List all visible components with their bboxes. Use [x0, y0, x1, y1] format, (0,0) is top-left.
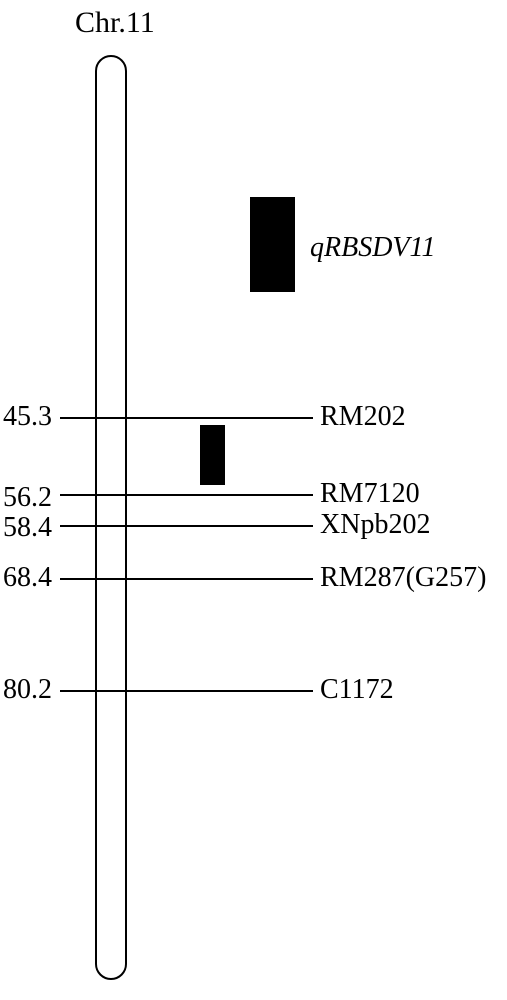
marker-label: RM7120	[320, 478, 420, 510]
position-label: 45.3	[3, 401, 52, 433]
tick-line	[60, 525, 313, 527]
marker-label: XNpb202	[320, 509, 430, 541]
position-label: 80.2	[3, 674, 52, 706]
position-label: 68.4	[3, 562, 52, 594]
position-label: 56.2	[3, 482, 52, 514]
qtl-legend-block	[250, 197, 295, 292]
tick-line	[60, 417, 313, 419]
diagram-canvas: Chr.11 qRBSDV11 45.3 RM202 56.2 RM7120 5…	[0, 0, 507, 1000]
marker-label: C1172	[320, 674, 394, 706]
qtl-legend-label: qRBSDV11	[310, 232, 435, 264]
tick-line	[60, 494, 313, 496]
tick-line	[60, 690, 313, 692]
chromosome-title: Chr.11	[75, 6, 155, 40]
tick-line	[60, 578, 313, 580]
qtl-interval-block	[200, 425, 225, 485]
marker-label: RM287(G257)	[320, 562, 486, 594]
chromosome-body	[95, 55, 127, 980]
marker-label: RM202	[320, 401, 406, 433]
position-label: 58.4	[3, 512, 52, 544]
